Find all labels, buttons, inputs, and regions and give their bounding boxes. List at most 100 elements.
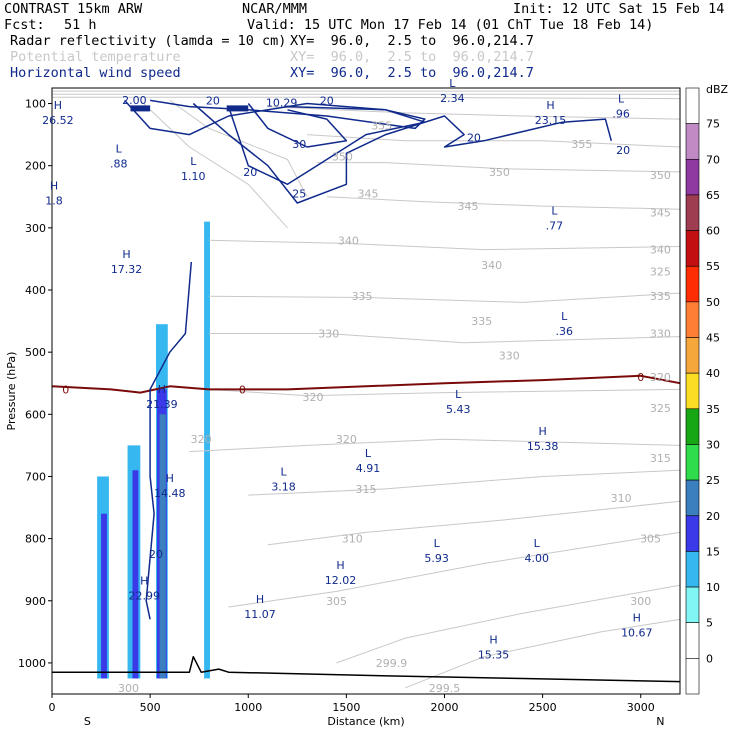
field-xy-reflectivity: XY= 96.0, 2.5 to 96.0,214.7 <box>290 33 534 49</box>
isentrope-label: 305 <box>326 595 347 608</box>
isentrope-label: 355 <box>371 119 392 132</box>
wind-max-value: 10.29 <box>266 97 298 110</box>
field-xy-wind: XY= 96.0, 2.5 to 96.0,214.7 <box>290 65 534 81</box>
colorbar-segment-15 <box>685 622 700 659</box>
colorbar-segment-6 <box>685 301 700 338</box>
y-tick-label: 1000 <box>18 657 46 670</box>
colorbar-label: 65 <box>706 189 720 202</box>
wind-extremum-letter: H <box>158 383 166 396</box>
colorbar-segment-2 <box>685 158 700 196</box>
colorbar-label: 30 <box>706 438 720 451</box>
colorbar-label: 15 <box>706 545 720 558</box>
wind-extremum-value: 1.10 <box>181 170 206 183</box>
colorbar-label: 50 <box>706 296 720 309</box>
y-tick-label: 900 <box>25 595 46 608</box>
wind-extremum-value: 21.39 <box>146 398 178 411</box>
reflectivity-column-1 <box>101 513 107 679</box>
wind-extremum-letter: L <box>281 466 288 479</box>
wind-contour-label: 20 <box>467 132 481 145</box>
isentrope-label: 320 <box>303 391 324 404</box>
y-tick-label: 400 <box>25 284 46 297</box>
colorbar-label: 45 <box>706 332 720 345</box>
reflectivity-column-3 <box>132 470 139 679</box>
x-tick-label: 2000 <box>431 701 459 714</box>
colorbar-label: 70 <box>706 153 720 166</box>
wind-extremum-letter: H <box>140 574 148 587</box>
isentrope-label: 299.9 <box>376 657 408 670</box>
model-title: CONTRAST 15km ARW <box>4 1 143 17</box>
isentrope-label: 330 <box>499 349 520 362</box>
isentrope-12 <box>248 469 681 496</box>
wind-extremum-letter: L <box>561 310 568 323</box>
field-name-theta: Potential temperature <box>10 49 181 65</box>
wind-extremum-letter: H <box>538 425 546 438</box>
isentrope-label: 325 <box>650 402 671 415</box>
isentrope-13 <box>267 500 681 546</box>
wind-extremum-letter: L <box>449 77 456 90</box>
wind-extremum-letter: H <box>50 180 58 193</box>
wind-extremum-value: 2.34 <box>440 92 465 105</box>
wind-extremum-letter: H <box>54 99 62 112</box>
colorbar-segment-8 <box>685 372 700 410</box>
wind-extremum-letter: L <box>551 205 558 218</box>
isentrope-label: 320 <box>336 433 357 446</box>
isentrope-3 <box>267 106 681 120</box>
north-label: N <box>656 715 664 728</box>
isentrope-4 <box>307 134 681 148</box>
wind-contour-label: 20 <box>206 94 220 107</box>
wind-extremum-value: 4.00 <box>524 552 549 565</box>
isentrope-label: 350 <box>650 169 671 182</box>
colorbar-segment-14 <box>685 586 700 624</box>
isentrope-label: 330 <box>318 328 339 341</box>
x-tick-label: 500 <box>140 701 161 714</box>
wind-contour-label: 20 <box>320 94 334 107</box>
x-tick-label: 3000 <box>627 701 655 714</box>
colorbar-label: 25 <box>706 474 720 487</box>
isentrope-label: 350 <box>332 150 353 163</box>
wind-extremum-letter: H <box>489 633 497 646</box>
zero-degree-line <box>51 374 681 394</box>
x-tick-label: 1500 <box>332 701 360 714</box>
isentrope-7 <box>208 239 681 251</box>
isentrope-label: 300 <box>630 595 651 608</box>
isentrope-label: 299.5 <box>429 682 461 695</box>
colorbar-label: 35 <box>706 403 720 416</box>
colorbar-segment-7 <box>685 337 700 374</box>
isentrope-label: 325 <box>650 265 671 278</box>
colorbar-label: 10 <box>706 581 720 594</box>
wind-extremum-value: .88 <box>110 157 128 170</box>
valid-time: Valid: 15 UTC Mon 17 Feb 14 (01 ChT Tue … <box>247 17 654 33</box>
wind-extremum-value: 10.67 <box>621 627 653 640</box>
wind-contour-label: 30 <box>292 138 306 151</box>
wind-extremum-value: .36 <box>555 325 573 338</box>
isentrope-label: 320 <box>191 433 212 446</box>
wind-contour-label: 25 <box>292 188 306 201</box>
isentrope-5 <box>316 162 681 173</box>
y-tick-label: 500 <box>25 346 46 359</box>
y-tick-label: 300 <box>25 222 46 235</box>
colorbar-label: 60 <box>706 225 720 238</box>
isentrope-label: 345 <box>650 206 671 219</box>
isentrope-jet-b <box>139 100 288 229</box>
x-tick-label: 2500 <box>529 701 557 714</box>
wind-extremum-letter: H <box>166 472 174 485</box>
zero-contour-label: 0 <box>62 383 69 396</box>
isentrope-label: 315 <box>650 452 671 465</box>
y-tick-label: 700 <box>25 470 46 483</box>
colorbar-segment-13 <box>685 551 700 588</box>
isentrope-label: 300 <box>118 682 139 695</box>
isentrope-label: 355 <box>571 138 592 151</box>
south-label: S <box>84 715 91 728</box>
colorbar-segment-10 <box>685 444 700 481</box>
colorbar-label: 40 <box>706 367 720 380</box>
isentrope-label: 310 <box>611 492 632 505</box>
wind-max-bar-2 <box>226 105 249 112</box>
isentrope-label: 315 <box>356 483 377 496</box>
wind-contour-label: 20 <box>616 144 630 157</box>
surface-line <box>52 655 681 683</box>
wind-extremum-value: 12.02 <box>325 574 357 587</box>
isentrope-16 <box>405 618 681 689</box>
wind-extremum-letter: L <box>455 388 462 401</box>
y-axis-title: Pressure (hPa) <box>5 352 18 431</box>
x-axis-title: Distance (km) <box>327 715 404 728</box>
